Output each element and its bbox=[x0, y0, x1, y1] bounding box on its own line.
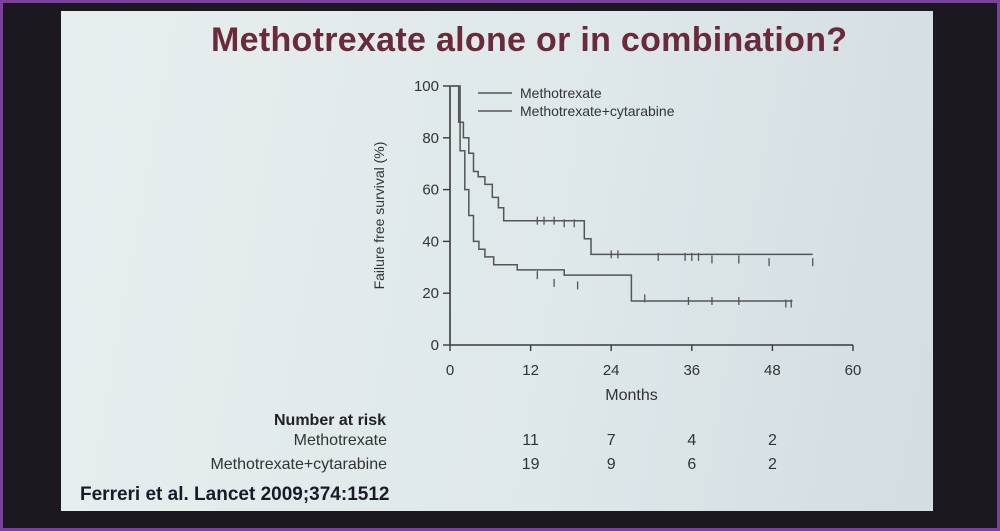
y-tick-label: 100 bbox=[414, 78, 439, 95]
risk-row-label: Methotrexate bbox=[293, 432, 387, 449]
risk-value: 6 bbox=[687, 456, 697, 473]
chart-series bbox=[450, 85, 814, 308]
risk-value: 7 bbox=[606, 432, 616, 449]
y-tick-label: 80 bbox=[422, 130, 439, 147]
slide-screen: Methotrexate alone or in combination? bbox=[61, 11, 933, 511]
risk-value: 11 bbox=[522, 432, 539, 449]
risk-row-label: Methotrexate+cytarabine bbox=[210, 456, 387, 473]
risk-value: 2 bbox=[767, 432, 777, 449]
risk-value: 9 bbox=[606, 456, 616, 473]
chart-legend: Methotrexate Methotrexate+cytarabine bbox=[478, 85, 675, 119]
legend-label: Methotrexate+cytarabine bbox=[520, 103, 675, 119]
y-tick-label: 40 bbox=[422, 233, 439, 250]
series-line bbox=[450, 85, 813, 256]
x-tick-label: 12 bbox=[522, 362, 539, 379]
x-tick-label: 24 bbox=[603, 362, 620, 379]
x-tick-label: 0 bbox=[446, 362, 454, 379]
y-tick-label: 0 bbox=[431, 337, 439, 354]
chart-axes: 0 12 24 36 48 60 0 20 40 60 80 100 Months Failure fre… bbox=[371, 78, 861, 404]
series-line bbox=[450, 85, 793, 302]
citation: Ferreri et al. Lancet 2009;374:1512 bbox=[80, 484, 390, 505]
risk-value: 19 bbox=[521, 456, 540, 473]
x-tick-label: 36 bbox=[683, 362, 700, 379]
x-tick-label: 48 bbox=[764, 362, 781, 379]
legend-label: Methotrexate bbox=[520, 85, 602, 101]
risk-value: 4 bbox=[687, 432, 697, 449]
y-tick-label: 20 bbox=[422, 285, 439, 302]
x-axis-label: Months bbox=[605, 387, 657, 404]
x-tick-label: 60 bbox=[845, 362, 862, 379]
slide-title: Methotrexate alone or in combination? bbox=[211, 21, 848, 59]
y-axis-label: Failure free survival (%) bbox=[371, 142, 387, 290]
y-tick-label: 60 bbox=[422, 182, 439, 199]
risk-table-title: Number at risk bbox=[274, 412, 387, 429]
risk-value: 2 bbox=[767, 456, 777, 473]
